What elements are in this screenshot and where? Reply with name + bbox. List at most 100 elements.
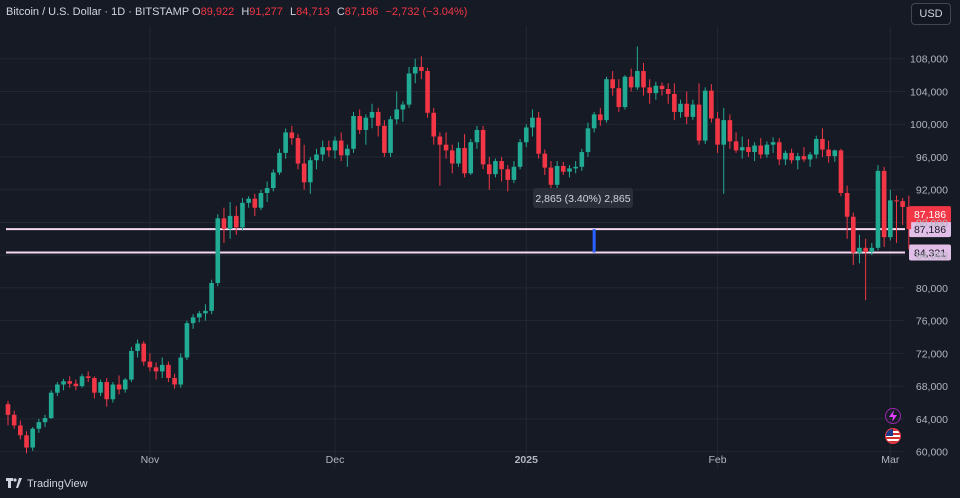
y-tick-label: 104,000 — [910, 86, 948, 98]
candle-body — [203, 310, 208, 314]
candle-body — [684, 103, 689, 117]
candle-body — [776, 142, 782, 160]
candle-body — [153, 367, 159, 372]
candle-body — [135, 343, 140, 351]
candle-body — [468, 142, 474, 174]
candle-body — [190, 317, 196, 324]
candle-body — [61, 381, 66, 385]
candle-body — [826, 149, 831, 157]
candle-body — [702, 90, 708, 141]
candle-body — [789, 152, 794, 161]
y-tick-label: 88,000 — [916, 217, 948, 229]
candle-body — [672, 93, 677, 112]
candle-body — [320, 147, 325, 155]
hline-label: 84,321 — [914, 248, 946, 260]
tradingview-branding[interactable]: TradingView — [6, 477, 88, 491]
measure-label: 2,865 (3.40%) 2,865 — [535, 193, 630, 205]
candle-body — [326, 147, 332, 151]
candle-body — [770, 142, 776, 145]
candle-body — [585, 128, 591, 153]
candle-body — [345, 148, 350, 156]
candle-body — [881, 170, 887, 238]
candle-body — [807, 154, 813, 160]
candle-body — [394, 109, 400, 120]
candle-body — [147, 361, 153, 368]
candle-body — [456, 147, 461, 164]
candle-body — [783, 152, 788, 160]
candle-body — [283, 132, 288, 153]
candle-body — [357, 116, 362, 130]
candle-body — [332, 140, 338, 151]
candle-body — [351, 116, 356, 149]
candle-body — [36, 422, 42, 429]
currency-button[interactable]: USD — [911, 3, 951, 25]
candle-body — [110, 384, 116, 400]
candle-body — [221, 218, 227, 229]
y-tick-label: 60,000 — [916, 447, 948, 459]
candle-body — [678, 103, 683, 112]
x-tick-label: Feb — [709, 454, 727, 466]
chart-legend: Bitcoin / U.S. Dollar · 1D · BITSTAMP O8… — [6, 6, 471, 18]
candle-body — [5, 404, 11, 415]
candle-body — [406, 73, 412, 105]
candle-body — [554, 165, 560, 185]
candle-body — [42, 418, 48, 423]
candle-body — [844, 192, 850, 217]
candle-body — [449, 150, 455, 164]
candle-body — [178, 357, 184, 385]
open-label: O — [192, 6, 201, 18]
candle-body — [264, 188, 270, 193]
candlestick-series: 87,186 — [5, 46, 951, 454]
y-tick-label: 80,000 — [916, 283, 948, 295]
candle-body — [215, 218, 221, 284]
candle-body — [431, 112, 437, 137]
candle-body — [314, 154, 319, 161]
lightning-icon[interactable] — [885, 408, 901, 424]
candle-body — [795, 156, 801, 161]
candle-body — [301, 163, 307, 183]
candle-body — [159, 364, 165, 372]
y-tick-label: 68,000 — [916, 381, 948, 393]
candle-body — [271, 172, 276, 189]
symbol-title: Bitcoin / U.S. Dollar · 1D · BITSTAMP — [6, 6, 189, 18]
horizontal-lines: 87,186 84,321 — [6, 221, 951, 261]
price-label: 87,186 — [914, 209, 946, 221]
candle-body — [233, 215, 239, 228]
hline-label-bg — [909, 221, 951, 238]
candle-body — [30, 428, 35, 448]
candle-body — [579, 152, 585, 167]
hline-label: 87,186 — [914, 224, 946, 236]
candle-body — [369, 111, 375, 118]
candle-body — [573, 166, 578, 169]
y-tick-label: 72,000 — [916, 348, 948, 360]
candle-body — [499, 161, 504, 170]
chart-grid — [0, 26, 905, 468]
candle-body — [659, 85, 665, 90]
candle-body — [813, 138, 819, 155]
candle-body — [443, 144, 449, 151]
candle-body — [79, 376, 85, 387]
open-value: 89,922 — [200, 6, 235, 18]
x-tick-label: Dec — [326, 454, 345, 466]
time-axis: Nov Dec 2025 Feb Mar — [141, 454, 900, 466]
candle-body — [209, 283, 214, 311]
us-flag-icon[interactable] — [885, 428, 901, 444]
candle-body — [696, 104, 702, 141]
candle-body — [610, 79, 615, 89]
candle-body — [166, 364, 171, 378]
candle-body — [375, 111, 381, 126]
high-label: H — [241, 6, 250, 18]
candle-body — [437, 136, 443, 145]
candle-body — [308, 160, 313, 183]
candle-body — [832, 150, 838, 157]
candle-body — [530, 117, 535, 128]
candle-body — [764, 144, 770, 155]
candle-body — [635, 71, 640, 88]
candle-body — [67, 381, 72, 384]
candle-body — [382, 125, 387, 153]
candle-body — [733, 141, 739, 151]
candle-body — [493, 161, 498, 175]
candle-body — [548, 167, 554, 185]
y-tick-label: 96,000 — [916, 152, 948, 164]
